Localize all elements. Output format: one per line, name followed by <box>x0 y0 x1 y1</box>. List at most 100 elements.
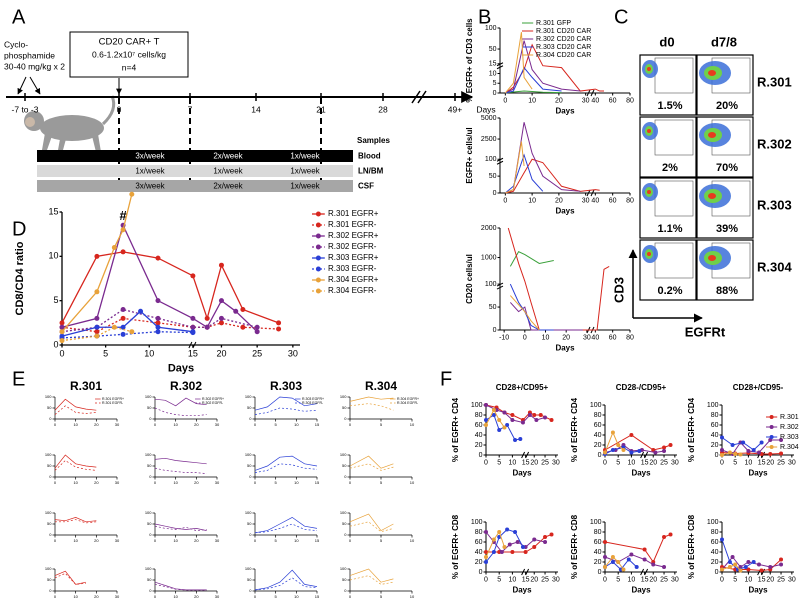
x-tick-label: -10 <box>499 335 509 342</box>
chart: 0 50 100 0 10 20 30 <box>45 566 120 599</box>
x-tick-label: 10 <box>528 98 536 105</box>
data-point <box>155 329 161 335</box>
data-point <box>484 560 488 564</box>
data-point <box>662 445 667 450</box>
sample-frequency: 1x/week <box>290 182 320 191</box>
data-point <box>94 253 100 259</box>
x-tick-label: 20 <box>194 422 199 427</box>
y-tick-label: 50 <box>47 405 52 410</box>
chart: 0 50 100 0 5 10 15 <box>245 510 320 543</box>
x-tick-label: 10 <box>745 577 753 584</box>
data-point <box>621 567 626 572</box>
y-tick-label: 40 <box>711 549 719 556</box>
y-tick-label: 0 <box>49 588 52 593</box>
timeline-label: 28 <box>378 104 388 114</box>
data-point <box>155 298 161 304</box>
x-tick-label: 30 <box>552 460 560 467</box>
series-line <box>54 572 87 585</box>
x-tick-label: 5 <box>497 460 501 467</box>
data-point <box>190 324 196 330</box>
series-line <box>154 397 207 407</box>
data-point <box>543 540 548 544</box>
flow-density <box>647 252 651 256</box>
data-point <box>520 420 525 425</box>
chart: 0 50 100 0 10 20 30 <box>145 510 220 543</box>
timeline-label: 14 <box>251 104 261 114</box>
x-tick-label: 30 <box>671 460 679 467</box>
flow-density <box>708 132 716 138</box>
y-tick-label: 100 <box>485 281 497 288</box>
y-tick-label: 40 <box>594 432 602 439</box>
y-tick-label: 100 <box>340 452 347 457</box>
x-tick-label: 10 <box>410 538 415 543</box>
data-point <box>730 443 735 447</box>
y-tick-label: 100 <box>471 519 483 526</box>
y-tick-label: 5 <box>53 295 58 305</box>
data-point <box>505 423 510 427</box>
data-point <box>751 560 756 564</box>
data-point <box>653 450 658 455</box>
x-tick-label: 10 <box>294 422 299 427</box>
legend-marker <box>315 244 321 250</box>
x-tick-label: 10 <box>509 577 517 584</box>
y-tick-label: 0 <box>149 532 152 537</box>
data-point <box>491 537 496 542</box>
data-point <box>626 557 631 562</box>
y-tick-label: 50 <box>247 577 252 582</box>
series-line <box>349 568 394 583</box>
y-tick-label: 50 <box>147 521 152 526</box>
data-point <box>510 418 515 422</box>
sample-frequency: 1x/week <box>290 167 320 176</box>
axis-break <box>411 90 427 104</box>
axis-break <box>521 568 530 576</box>
data-point <box>727 450 732 455</box>
series-line <box>54 460 97 471</box>
y-tick-label: 15 <box>48 206 58 216</box>
pretreatment-text: Cyclo- <box>4 39 28 49</box>
flow-density <box>647 190 651 194</box>
x-tick-label: 15 <box>315 538 320 543</box>
y-tick-label: 40 <box>711 432 719 439</box>
legend-label: R.302 <box>780 424 799 431</box>
series-line <box>349 521 394 533</box>
data-point <box>505 527 510 532</box>
data-point <box>738 568 743 573</box>
y-tick-label: 50 <box>489 304 497 311</box>
x-tick-label: 5 <box>103 349 108 359</box>
data-point <box>94 315 100 321</box>
y-axis-title: EGFR+ cells/ul <box>465 127 474 183</box>
x-tick-label: 30 <box>788 577 796 584</box>
legend-label: R.303 <box>780 434 799 441</box>
data-point <box>484 550 488 554</box>
x-tick-label: 5 <box>616 577 620 584</box>
y-tick-label: 0 <box>149 588 152 593</box>
legend-marker <box>769 435 774 439</box>
legend-marker <box>315 288 321 294</box>
x-tick-label: 15 <box>758 460 766 467</box>
x-tick-label: 80 <box>626 335 634 342</box>
sample-bar <box>37 150 353 162</box>
x-tick-label: 60 <box>609 98 617 105</box>
x-tick-label: 0 <box>349 538 352 543</box>
data-point <box>629 450 634 455</box>
x-tick-label: 30 <box>215 480 220 485</box>
data-point <box>720 537 724 542</box>
data-point <box>756 450 761 455</box>
timeline-label: Days <box>476 104 495 114</box>
y-tick-label: 100 <box>590 519 602 526</box>
series-line <box>507 227 610 331</box>
data-point <box>727 565 732 569</box>
flow-density <box>708 255 716 261</box>
data-point <box>603 565 607 569</box>
data-point <box>603 450 607 455</box>
x-tick-label: 20 <box>94 594 99 599</box>
y-axis-title: % of EGFR+ CD8 <box>687 514 696 579</box>
sample-frequency: 2x/week <box>213 182 243 191</box>
axis-break <box>188 341 197 349</box>
legend-label: R.302 EGFR+ <box>328 231 379 240</box>
y-tick-label: 80 <box>475 412 483 419</box>
data-point <box>484 530 488 534</box>
